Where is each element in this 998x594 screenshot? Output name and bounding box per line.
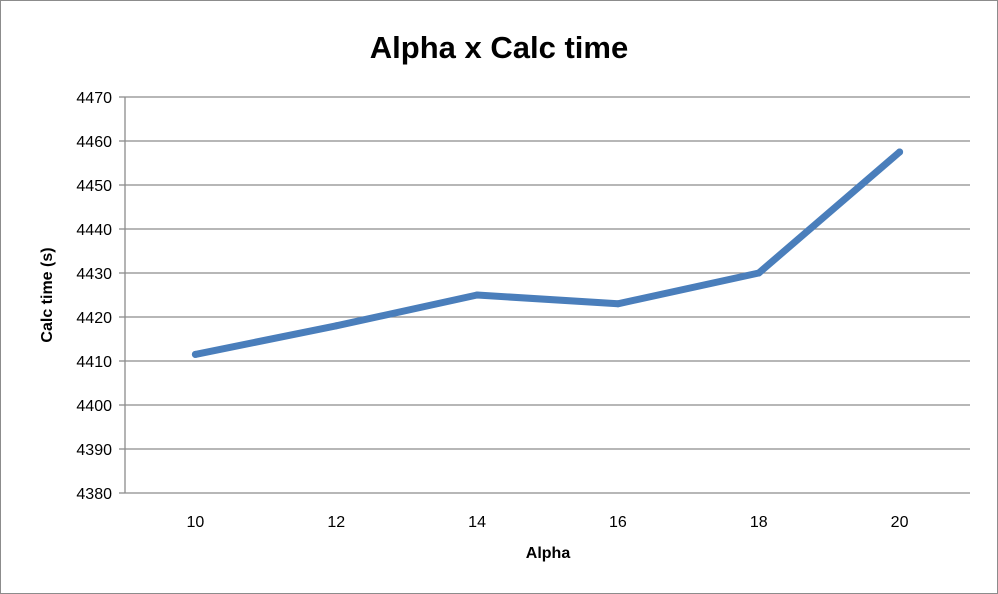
x-tick-label: 10 [187, 514, 205, 531]
series-line [191, 148, 904, 358]
data-point [191, 350, 199, 358]
x-tick-label: 18 [750, 514, 768, 531]
y-tick-label: 4450 [76, 178, 112, 195]
x-tick-label: 16 [609, 514, 627, 531]
y-tick-label: 4420 [76, 310, 112, 327]
x-tick-label: 20 [891, 514, 909, 531]
y-tick-label: 4400 [76, 398, 112, 415]
y-tick-label: 4440 [76, 222, 112, 239]
x-axis-label: Alpha [526, 545, 571, 562]
series-group [191, 148, 904, 358]
y-tick-labels: 4380 4390 4400 4410 4420 4430 4440 4450 4460 4470 [76, 90, 112, 503]
y-tick-label: 4430 [76, 266, 112, 283]
gridlines [119, 96, 970, 494]
x-tick-labels: 10 12 14 16 18 20 [187, 514, 909, 531]
data-point [332, 322, 340, 330]
data-point [473, 291, 481, 299]
y-tick-label: 4410 [76, 354, 112, 371]
x-tick-label: 14 [468, 514, 486, 531]
data-point [614, 300, 622, 308]
y-tick-label: 4390 [76, 442, 112, 459]
y-tick-label: 4460 [76, 134, 112, 151]
x-tick-label: 12 [327, 514, 345, 531]
data-point [896, 148, 904, 156]
y-tick-label: 4380 [76, 486, 112, 503]
data-point [755, 269, 763, 277]
chart-title: Alpha x Calc time [370, 30, 628, 65]
y-tick-label: 4470 [76, 90, 112, 107]
y-axis-label: Calc time (s) [39, 247, 56, 342]
